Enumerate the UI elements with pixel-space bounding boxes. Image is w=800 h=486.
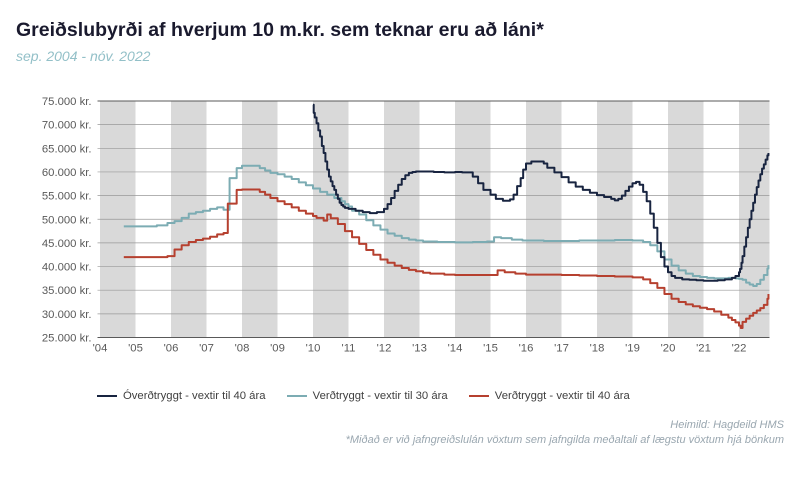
svg-text:'08: '08: [235, 343, 250, 355]
svg-text:'19: '19: [625, 343, 640, 355]
svg-text:'13: '13: [412, 343, 427, 355]
svg-text:50.000 kr.: 50.000 kr.: [42, 214, 92, 226]
svg-text:'10: '10: [306, 343, 321, 355]
svg-text:'07: '07: [199, 343, 214, 355]
svg-text:'12: '12: [377, 343, 392, 355]
svg-text:'22: '22: [732, 343, 747, 355]
svg-text:'21: '21: [696, 343, 711, 355]
svg-text:'16: '16: [519, 343, 534, 355]
svg-text:'18: '18: [590, 343, 605, 355]
svg-text:45.000 kr.: 45.000 kr.: [42, 238, 92, 250]
svg-text:40.000 kr.: 40.000 kr.: [42, 262, 92, 274]
svg-text:25.000 kr.: 25.000 kr.: [42, 333, 92, 345]
svg-text:55.000 kr.: 55.000 kr.: [42, 191, 92, 203]
svg-text:35.000 kr.: 35.000 kr.: [42, 285, 92, 297]
svg-text:75.000 kr.: 75.000 kr.: [42, 96, 92, 108]
svg-text:'15: '15: [483, 343, 498, 355]
svg-text:65.000 kr.: 65.000 kr.: [42, 143, 92, 155]
svg-text:'05: '05: [128, 343, 143, 355]
svg-text:70.000 kr.: 70.000 kr.: [42, 120, 92, 132]
svg-text:'17: '17: [554, 343, 569, 355]
svg-text:'11: '11: [342, 343, 356, 355]
svg-text:60.000 kr.: 60.000 kr.: [42, 167, 92, 179]
svg-text:'06: '06: [164, 343, 179, 355]
svg-text:30.000 kr.: 30.000 kr.: [42, 309, 92, 321]
svg-text:'04: '04: [93, 343, 108, 355]
svg-text:'14: '14: [448, 343, 463, 355]
svg-text:'20: '20: [661, 343, 676, 355]
svg-text:'09: '09: [270, 343, 285, 355]
